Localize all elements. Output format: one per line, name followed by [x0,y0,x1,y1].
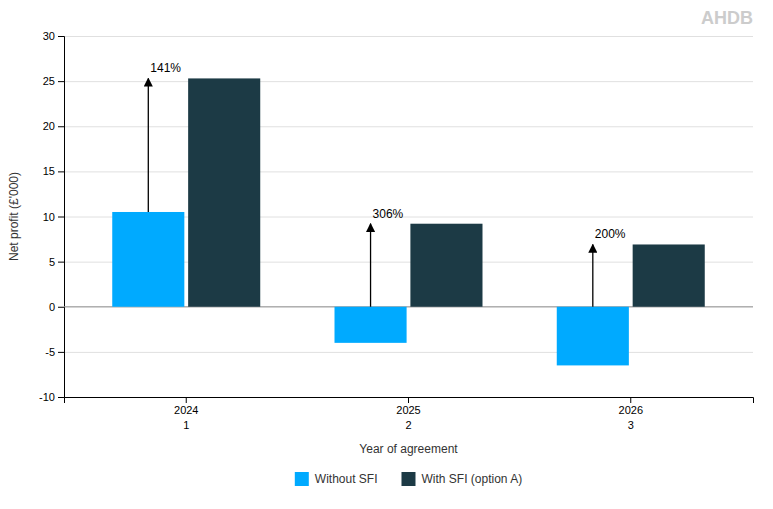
x-tick: 2025 2 [396,397,420,431]
y-tick-line [58,217,64,218]
legend-item: Without SFI [295,472,378,486]
bar [335,307,407,343]
x-axis-line [65,398,754,404]
annotation: 141% [150,61,181,75]
annotation: 200% [595,227,626,241]
x-tick-line [408,397,409,403]
x-tick-label: 2024 [174,404,198,416]
chart-svg: -10-5051015202530202412025220263141%306%… [0,0,773,509]
legend-swatch [401,472,415,486]
legend-label: With SFI (option A) [421,472,522,486]
x-tick-label: 2026 [619,404,643,416]
y-axis-line [58,37,65,398]
arrow [592,244,593,306]
y-tick-label: 0 [49,301,55,313]
chart-container: -10-5051015202530202412025220263141%306%… [0,0,773,509]
y-tick-line [58,397,64,398]
y-tick: 20 [43,120,64,132]
x-tick: 2026 3 [619,397,643,431]
arrow [370,224,371,307]
arrow [148,78,149,212]
x-axis: 2024 1 2025 2 2026 3 [65,397,754,431]
grid-tick [64,352,753,353]
y-axis: -10 -5 0 5 10 15 20 25 30 [39,30,64,403]
x-tick-label: 2025 [396,404,420,416]
bar [557,307,629,366]
y-tick-line [58,262,64,263]
x-tick-label: 1 [183,419,189,431]
grid-tick [64,81,753,82]
grid-line [64,171,753,172]
y-tick-label: 30 [43,30,55,42]
y-tick-label: 15 [43,165,55,177]
y-tick-label: 20 [43,120,55,132]
bar [112,212,184,307]
y-tick: 15 [43,165,64,177]
x-tick-label: 2 [405,419,411,431]
legend: Without SFI With SFI (option A) [295,472,522,486]
grid-line [64,307,753,308]
annotations: 141% 306% 200% [150,61,626,241]
y-tick-label: -10 [39,391,55,403]
annotation: 306% [373,207,404,221]
y-tick: 30 [43,30,64,42]
y-tick: -5 [45,346,64,358]
grid-line [64,81,753,82]
bar [188,78,260,306]
y-tick-line [58,81,64,82]
x-tick-label: 3 [628,419,634,431]
grid-line [64,36,753,37]
y-tick-line [58,126,64,127]
x-tick-line [630,397,631,403]
bar [410,224,482,307]
x-tick: 2024 1 [174,397,198,431]
legend-swatch [295,472,309,486]
y-tick-label: -5 [45,346,55,358]
y-tick: -10 [39,391,64,403]
legend-item: With SFI (option A) [401,472,522,486]
legend-label: Without SFI [315,472,378,486]
y-tick: 25 [43,75,64,87]
watermark: AHDB [701,8,753,28]
y-tick-line [58,36,64,37]
y-tick-label: 10 [43,211,55,223]
grid-tick [64,307,753,308]
y-tick: 0 [49,301,64,313]
y-tick-line [58,352,64,353]
grid-tick [64,36,753,37]
bar-series [188,78,705,306]
y-axis-title: Net profit (£'000) [7,172,21,261]
bar [633,244,705,306]
y-tick-label: 5 [49,256,55,268]
grid-line [64,352,753,353]
x-axis-title: Year of agreement [359,442,458,456]
y-tick-line [58,307,64,308]
y-tick: 10 [43,211,64,223]
y-tick: 5 [49,256,64,268]
grid-tick [64,171,753,172]
grid-tick [64,126,753,127]
x-tick-line [186,397,187,403]
y-tick-label: 25 [43,75,55,87]
grid-line [64,126,753,127]
plot-area [64,78,753,365]
y-tick-line [58,171,64,172]
grid [64,37,753,398]
